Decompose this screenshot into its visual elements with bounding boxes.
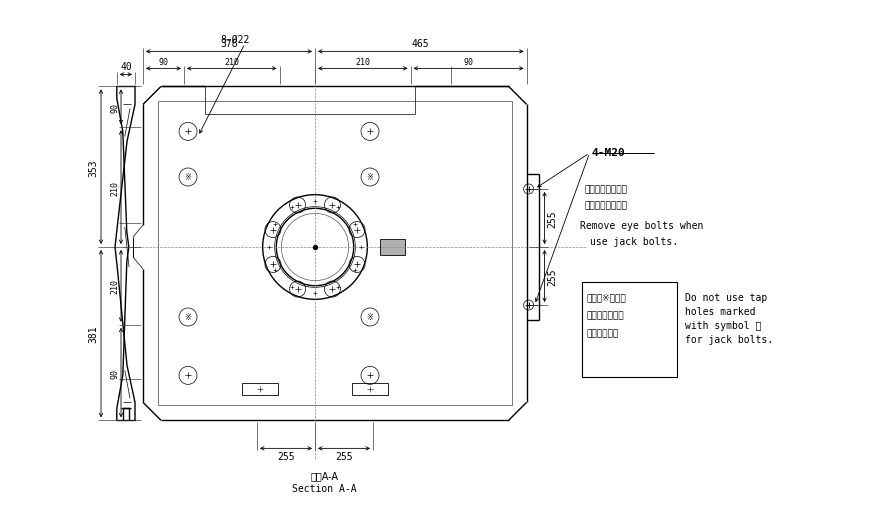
Bar <box>351 384 388 395</box>
Text: 210: 210 <box>110 180 119 195</box>
Text: for jack bolts.: for jack bolts. <box>684 334 772 344</box>
Text: 210: 210 <box>224 58 239 67</box>
Text: 210: 210 <box>110 279 119 294</box>
Text: use jack bolts.: use jack bolts. <box>589 236 677 246</box>
Text: 40: 40 <box>120 62 131 72</box>
Text: 378: 378 <box>220 39 238 49</box>
Text: 255: 255 <box>547 210 557 227</box>
Text: holes marked: holes marked <box>684 307 755 316</box>
Text: with symbol ※: with symbol ※ <box>684 320 760 330</box>
Text: ※: ※ <box>366 313 373 322</box>
Text: 90: 90 <box>110 103 119 113</box>
Text: 4-M20: 4-M20 <box>591 147 625 158</box>
Text: 381: 381 <box>88 325 98 343</box>
Text: 挂螺栓使用。: 挂螺栓使用。 <box>586 328 618 337</box>
Text: ※: ※ <box>184 173 191 182</box>
Text: 255: 255 <box>335 451 352 462</box>
Text: 255: 255 <box>277 451 294 462</box>
Text: ※: ※ <box>366 173 373 182</box>
Text: Do not use tap: Do not use tap <box>684 292 766 302</box>
Text: Section A-A: Section A-A <box>292 483 357 493</box>
Text: ※: ※ <box>184 313 191 322</box>
Text: 90: 90 <box>110 368 119 378</box>
Text: 210: 210 <box>355 58 370 67</box>
Text: 请拆下起吸螺栓。: 请拆下起吸螺栓。 <box>584 201 627 210</box>
Text: 90: 90 <box>463 58 473 67</box>
Bar <box>581 282 676 377</box>
Text: 8-Ø22: 8-Ø22 <box>220 34 249 44</box>
Text: Remove eye bolts when: Remove eye bolts when <box>579 221 702 231</box>
Text: 截面A-A: 截面A-A <box>310 471 339 480</box>
Text: 465: 465 <box>411 39 429 49</box>
Text: 353: 353 <box>88 159 98 176</box>
Text: 90: 90 <box>158 58 168 67</box>
Text: 攻丝螺钉当作悬: 攻丝螺钉当作悬 <box>586 311 623 319</box>
Text: 禁止将※标记的: 禁止将※标记的 <box>586 292 626 301</box>
Text: 使用调整螺栓时，: 使用调整螺栓时， <box>584 185 627 194</box>
Text: 255: 255 <box>547 268 557 285</box>
Bar <box>380 239 405 256</box>
Bar <box>241 384 278 395</box>
